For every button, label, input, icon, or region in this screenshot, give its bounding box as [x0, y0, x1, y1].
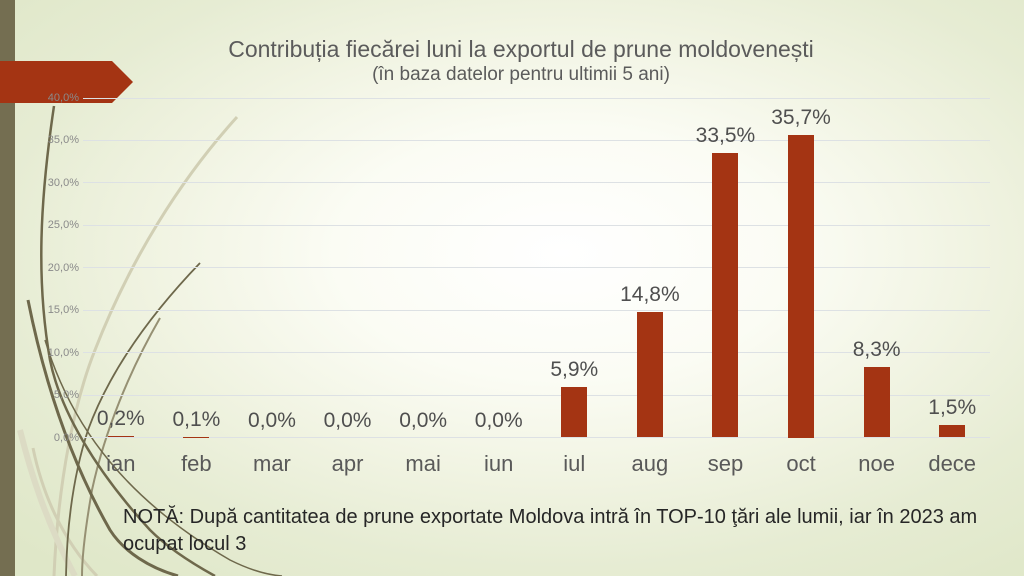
bar-ian — [107, 435, 134, 438]
bar-value-label: 0,0% — [399, 408, 448, 432]
bar-iul — [561, 387, 588, 438]
x-axis-label-sep: sep — [707, 451, 744, 476]
bar-value-label: 33,5% — [695, 124, 756, 148]
gridline — [83, 97, 990, 99]
red-arrow-shape — [0, 61, 133, 103]
gridline — [83, 394, 990, 396]
gridline — [83, 309, 990, 311]
left-accent-bar — [0, 0, 15, 576]
y-axis-tick-label: 5,0% — [53, 389, 79, 402]
x-axis-label-iun: iun — [484, 451, 514, 476]
y-axis-tick-label: 10,0% — [47, 346, 79, 359]
x-axis-label-oct: oct — [786, 451, 816, 476]
x-axis-label-ian: ian — [106, 451, 136, 476]
bar-noe — [863, 367, 890, 438]
gridline — [83, 267, 990, 269]
y-axis-tick-label: 20,0% — [47, 261, 79, 274]
title-block: Contribuția fiecărei luni la exportul de… — [71, 36, 971, 86]
x-axis-label-aug: aug — [631, 451, 669, 476]
bar-value-label: 0,2% — [96, 406, 145, 430]
bar-value-label: 0,0% — [474, 408, 523, 432]
bar-oct — [788, 134, 815, 438]
stem-curves — [17, 105, 283, 576]
x-axis-label-feb: feb — [181, 451, 212, 476]
x-axis-label-mar: mar — [253, 451, 291, 476]
y-axis-tick-label: 15,0% — [47, 304, 79, 317]
y-axis-tick-label: 40,0% — [47, 92, 79, 104]
bar-value-label: 0,0% — [323, 408, 372, 432]
bar-value-label: 5,9% — [550, 358, 599, 382]
bar-aug — [636, 311, 663, 438]
x-axis-label-noe: noe — [858, 451, 895, 476]
bar-feb — [183, 436, 210, 438]
gridline — [83, 139, 990, 141]
chart-title: Contribuția fiecărei luni la exportul de… — [228, 36, 814, 62]
x-axis-label-apr: apr — [331, 451, 364, 476]
bar-dece — [939, 424, 966, 438]
bar-value-label: 14,8% — [620, 282, 680, 306]
bar-value-label: 35,7% — [771, 105, 831, 129]
note-text: NOTĂ: După cantitatea de prune exportate… — [123, 506, 978, 555]
y-axis-tick-label: 25,0% — [47, 219, 79, 232]
bar-value-label: 0,1% — [172, 407, 221, 431]
y-axis-tick-label: 35,0% — [47, 134, 79, 147]
chart-subtitle: (în baza datelor pentru ultimii 5 ani) — [372, 64, 670, 85]
gridline — [83, 352, 990, 354]
bar-sep — [712, 153, 739, 438]
y-axis-tick-label: 0,0% — [53, 431, 79, 444]
gridline — [83, 437, 990, 438]
bar-value-label: 1,5% — [928, 395, 977, 419]
bar-value-label: 0,0% — [248, 408, 296, 432]
y-axis-tick-label: 30,0% — [47, 176, 79, 189]
gridline — [83, 224, 990, 226]
x-axis-label-mai: mai — [405, 451, 441, 476]
x-axis-label-dece: dece — [928, 451, 977, 476]
x-axis-label-iul: iul — [563, 451, 586, 476]
gridline — [83, 182, 990, 184]
bar-value-label: 8,3% — [852, 338, 901, 362]
